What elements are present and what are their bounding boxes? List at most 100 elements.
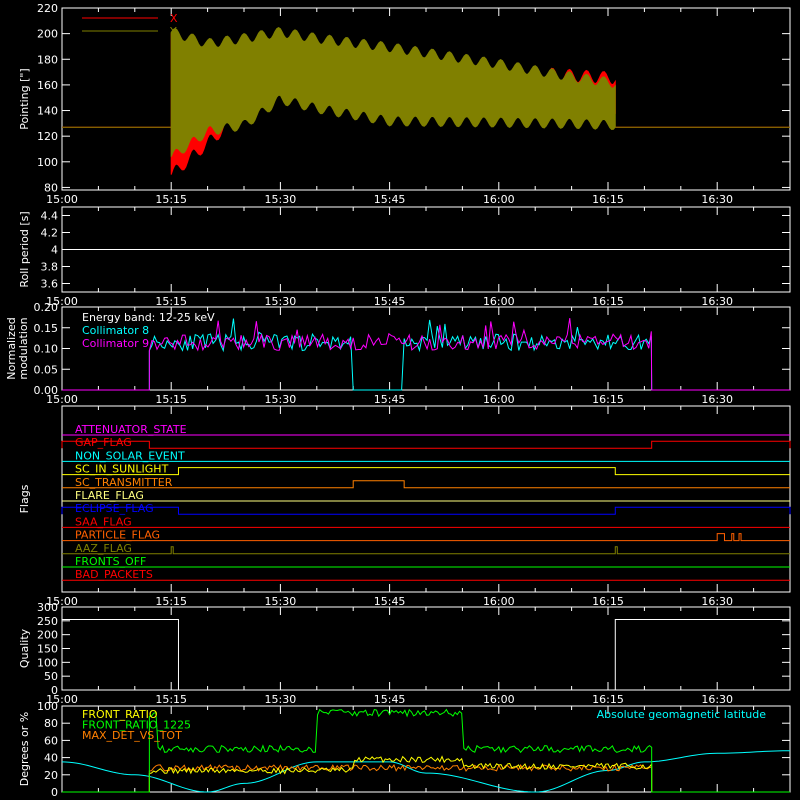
y-tick-label: 300	[37, 601, 58, 614]
flag-label-eclipse-flag: ECLIPSE_FLAG	[75, 502, 154, 515]
flag-line-sc-transmitter	[62, 480, 790, 489]
flag-label-fronts-off: FRONTS_OFF	[75, 555, 146, 568]
energy-band-annotation: Energy band: 12-25 keV	[82, 311, 215, 324]
y-axis-label: Roll period [s]	[18, 211, 31, 287]
y-tick-label: 4	[51, 244, 58, 257]
x-tick-label: 15:30	[265, 295, 297, 308]
y-tick-label: 80	[44, 181, 58, 194]
x-tick-label: 15:15	[155, 393, 187, 406]
x-tick-label: 16:30	[701, 693, 733, 706]
flag-label-aaz-flag: AAZ_FLAG	[75, 542, 132, 555]
y-tick-label: 200	[37, 629, 58, 642]
flag-label-gap-flag: GAP_FLAG	[75, 436, 132, 449]
y-axis-label: Quality	[18, 628, 31, 668]
y-axis-label: Flags	[18, 484, 31, 513]
flag-line-particle-flag	[62, 533, 790, 542]
x-tick-label: 16:00	[483, 393, 515, 406]
y-axis-label-line: modulation	[17, 317, 30, 379]
x-tick-label: 16:15	[592, 693, 624, 706]
x-tick-label: 15:45	[374, 393, 406, 406]
flag-label-saa-flag: SAA_FLAG	[75, 515, 132, 528]
latitude-annotation: Absolute geomagnetic latitude	[597, 708, 767, 721]
y-tick-label: 250	[37, 615, 58, 628]
x-tick-label: 15:30	[265, 193, 297, 206]
plot-area	[62, 26, 790, 175]
y-tick-label: 80	[44, 717, 58, 730]
x-tick-label: 15:00	[46, 193, 78, 206]
x-tick-label: 15:15	[155, 193, 187, 206]
x-tick-label: 16:15	[592, 193, 624, 206]
y-tick-label: 0.10	[34, 343, 59, 356]
series-collimator-8	[62, 318, 790, 391]
panel-4: 15:00 15:15 15:30 15:45 16:00 16:15 16:30 Flags…	[18, 405, 791, 608]
panel-3: 15:00 15:15 15:30 15:45 16:00 16:15 16:30 0.00 0…	[5, 301, 791, 406]
series-absolute-geomagnetic-latitude	[61, 750, 791, 793]
y-tick-label: 200	[37, 28, 58, 41]
panel-6: 0 20 40 60 80 100 Degrees or % FRONT_RATIOFRONT…	[18, 700, 791, 799]
quality-line	[62, 618, 790, 691]
x-tick-label: 15:45	[374, 595, 406, 608]
x-tick-label: 15:15	[155, 693, 187, 706]
x-tick-label: 15:00	[46, 693, 78, 706]
y-tick-label: 220	[37, 2, 58, 15]
y-axis-label: Pointing ["]	[18, 68, 31, 129]
series-collimator-9	[62, 318, 790, 391]
y-axis-label: Degrees or %	[18, 712, 31, 786]
legend-label-collimator-8: Collimator 8	[82, 324, 149, 337]
y-tick-label: 4.4	[41, 210, 59, 223]
legend-label-front-ratio-1225: FRONT_RATIO_1225	[82, 719, 191, 732]
x-tick-label: 15:15	[155, 595, 187, 608]
y-axis-label-line: Normalized	[5, 317, 18, 379]
y-tick-label: 20	[44, 769, 58, 782]
y-tick-label: 0.00	[34, 384, 59, 397]
x-tick-label: 15:00	[46, 295, 78, 308]
y-tick-label: 4.2	[41, 227, 59, 240]
y-tick-label: 0	[51, 684, 58, 697]
series-front-ratio-1225	[62, 708, 790, 793]
y-tick-label: 0.15	[34, 322, 59, 335]
x-tick-label: 16:30	[701, 193, 733, 206]
x-tick-label: 15:30	[265, 595, 297, 608]
flag-label-flare-flag: FLARE_FLAG	[75, 489, 144, 502]
x-tick-label: 16:00	[483, 295, 515, 308]
x-tick-label: 15:00	[46, 595, 78, 608]
x-tick-label: 16:00	[483, 693, 515, 706]
series-max-det-vs-tot	[62, 763, 790, 793]
x-tick-label: 16:30	[701, 393, 733, 406]
series-front-ratio	[62, 755, 790, 793]
legend-label-collimator-9: Collimator 9	[82, 337, 149, 350]
flag-label-non-solar-event: NON_SOLAR_EVENT	[75, 449, 185, 462]
y-tick-label: 160	[37, 79, 58, 92]
y-tick-label: 100	[37, 656, 58, 669]
panel-5: 15:00 15:15 15:30 15:45 16:00 16:15 16:30 05010…	[18, 601, 791, 706]
y-tick-label: 3.6	[41, 278, 59, 291]
flag-line-aaz-flag	[62, 546, 790, 555]
x-tick-label: 16:00	[483, 595, 515, 608]
y-tick-label: 0.05	[34, 363, 59, 376]
y-tick-label: 0.20	[34, 301, 59, 314]
y-tick-label: 140	[37, 105, 58, 118]
flag-line-sc-in-sunlight	[62, 467, 790, 476]
panel-2: 15:00 15:15 15:30 15:45 16:00 16:15 16:30 3.6 3.…	[18, 206, 791, 308]
y-tick-label: 60	[44, 734, 58, 747]
y-tick-label: 100	[37, 156, 58, 169]
x-tick-label: 16:00	[483, 193, 515, 206]
y-tick-label: 40	[44, 752, 58, 765]
series-band-Y	[170, 26, 616, 157]
panel-1: 15:00 15:15 15:30 15:45 16:00 16:15 16:30 80 100…	[18, 2, 791, 206]
x-tick-label: 16:30	[701, 295, 733, 308]
flag-label-attenuator-state: ATTENUATOR_STATE	[75, 423, 187, 436]
y-tick-label: 180	[37, 53, 58, 66]
y-axis-label: Normalizedmodulation	[5, 317, 30, 379]
legend-label-front-ratio: FRONT_RATIO	[82, 708, 158, 721]
y-tick-label: 150	[37, 643, 58, 656]
flag-label-sc-transmitter: SC_TRANSMITTER	[75, 476, 173, 489]
flag-label-particle-flag: PARTICLE_FLAG	[75, 529, 160, 542]
x-tick-label: 15:15	[155, 295, 187, 308]
legend-label-X: X	[170, 12, 178, 25]
y-tick-label: 120	[37, 130, 58, 143]
y-tick-label: 100	[37, 700, 58, 713]
legend-label-Y: Y	[169, 25, 177, 38]
